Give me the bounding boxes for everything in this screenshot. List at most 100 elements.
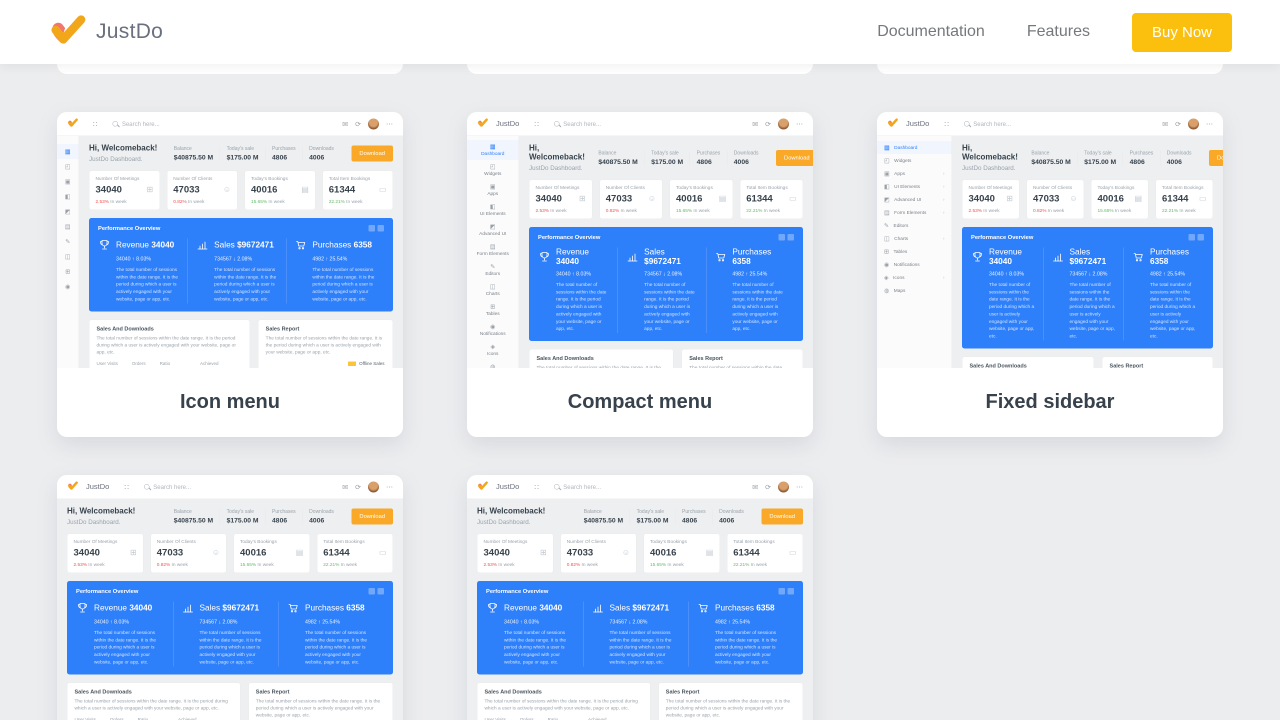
- form-elements-icon: ▤: [884, 209, 890, 216]
- brand-name: JustDo: [96, 20, 164, 43]
- cropped-card: [877, 64, 1223, 74]
- performance-title: Performance Overview: [486, 588, 549, 595]
- performance-metric-revenue: Revenue 34040 34040 ↑ 8.03% The total numb…: [76, 602, 173, 667]
- nav-features[interactable]: Features: [1026, 23, 1090, 40]
- card-icon-menu[interactable]: JustDo ∷ Search here... ✉ ⟳ ⋯ ▦Dashboard…: [57, 112, 403, 437]
- quickstat-label: Balance: [173, 508, 192, 515]
- metric-description: The total number of sessions within the …: [312, 267, 375, 302]
- card-label: Compact menu: [567, 391, 713, 413]
- sales-downloads-stats: User Visits12.3k Orders14k Ratio71.56% Achi…: [485, 717, 643, 720]
- stat-value: 61344: [746, 193, 773, 205]
- card-fixed-sidebar[interactable]: JustDo ∷ Search here... ✉ ⟳ ⋯ ▦ Dashboard…: [877, 112, 1223, 437]
- metric-title: Revenue 34040: [556, 247, 590, 267]
- metric-description: The total number of sessions within the …: [556, 282, 607, 332]
- stat-label: Number Of Clients: [173, 176, 213, 182]
- chevron-right-icon: ›: [943, 275, 945, 280]
- sidebar-item-form-elements: ▤ Form Elements ›: [877, 206, 952, 219]
- quickstat: Today's sale $175.00 M: [219, 508, 265, 524]
- stat-label: Today's Bookings: [650, 539, 687, 545]
- form-elements-icon: ▤: [64, 223, 71, 230]
- stat-value: 47033: [156, 547, 184, 559]
- sidebar-item-dashboard: ▦Dashboard: [467, 140, 519, 160]
- welcome-subtitle: JustDo Dashboard.: [67, 518, 121, 526]
- mini-stat-card: Total Item Bookings 61344 ▭ 22.21% In week: [316, 533, 393, 573]
- sidebar-item-widgets: ◰Widgets: [467, 160, 519, 180]
- stat-value: 61344: [733, 547, 760, 559]
- sales-downloads-title: Sales And Downloads: [536, 355, 594, 362]
- performance-metric-revenue: Revenue 34040 34040 ↑ 8.03% The total numb…: [971, 248, 1043, 341]
- performance-metric-revenue: Revenue 34040 34040 ↑ 8.03% The total numb…: [486, 602, 583, 667]
- download-button: Download: [351, 145, 393, 162]
- mini-main: Hi, Welcomeback! JustDo Dashboard. Balan…: [467, 499, 813, 720]
- card-horizontal-menu-1[interactable]: JustDo ∷ Search here... ✉ ⟳ ⋯ Hi, Welcom…: [57, 475, 403, 720]
- trophy-icon: [971, 251, 984, 264]
- grid-icon: ∷: [534, 482, 539, 491]
- sidebar-item-notifications: ◉Notifications: [57, 279, 79, 294]
- quickstat-value: $40875.50 M: [173, 516, 214, 524]
- card-compact-menu[interactable]: JustDo ∷ Search here... ✉ ⟳ ⋯ ▦ Dashboard…: [467, 112, 813, 437]
- charts-icon: ◫: [64, 253, 71, 260]
- metric-title: Revenue 34040: [989, 247, 1023, 267]
- sidebar-item-label: Form Elements: [894, 209, 927, 216]
- dashboard-preview: JustDo ∷ Search here... ✉ ⟳ ⋯ Hi, Welcom…: [57, 475, 403, 720]
- ui-elements-icon: ◧: [489, 203, 496, 210]
- panel-action-icon: [377, 588, 384, 595]
- quickstat-value: $175.00 M: [226, 516, 259, 524]
- quickstat: Today's sale $175.00 M: [629, 508, 675, 524]
- nav-documentation[interactable]: Documentation: [877, 23, 985, 40]
- mini-stat-card: Number Of Meetings 34040 ⊞ 2.53% In week: [529, 179, 593, 219]
- cart-icon: [294, 239, 307, 252]
- sales-report-card: Sales Report The total number of session…: [681, 349, 803, 368]
- welcome-title: Hi, Welcomeback!: [477, 507, 546, 516]
- metric-delta: 34040 ↑ 8.03%: [556, 271, 592, 277]
- mini-sidebar: ▦Dashboard◰Widgets▣Apps›◧UI Elements›◩Ad…: [467, 136, 519, 368]
- chevron-right-icon: ›: [943, 171, 945, 176]
- performance-metric-sales: Sales $9672471 734567 ↓ 2.08% The total nu…: [617, 247, 706, 334]
- sidebar-item-maps: ◍Maps: [877, 284, 952, 297]
- quickstat-label: Balance: [173, 145, 192, 152]
- welcome-block: Hi, Welcomeback! JustDo Dashboard.: [477, 507, 545, 526]
- sd-stat: User Visits12.3k: [75, 717, 96, 720]
- metric-description: The total number of sessions within the …: [1069, 282, 1115, 340]
- quickstat-label: Today's sale: [226, 508, 255, 515]
- sd-stat: User Visits12.3k: [485, 717, 506, 720]
- stat-value: 40016: [1097, 193, 1124, 205]
- stat-label: Today's Bookings: [676, 185, 713, 191]
- stat-delta: 15.65% In week: [650, 562, 684, 568]
- bar-chart-icon: [196, 239, 209, 252]
- panel-action-icon: [787, 588, 794, 595]
- form-elements-icon: ▤: [489, 243, 496, 250]
- stat-value: 40016: [251, 184, 278, 196]
- bar-chart-icon: [1052, 251, 1065, 264]
- mini-stat-card: Number Of Clients 47033 ☺ 0.82% In week: [166, 170, 238, 210]
- metric-title: Revenue 34040: [504, 603, 563, 613]
- quickstat-label: Today's sale: [651, 150, 679, 156]
- quickstat-label: Purchases: [682, 508, 706, 515]
- notifications-icon: ◉: [65, 283, 71, 290]
- cart-icon: [1132, 251, 1145, 264]
- search-placeholder: Search here...: [153, 483, 191, 491]
- sidebar-item-advanced-ui: ◩Advanced UI›: [467, 220, 519, 240]
- stat-label: Number Of Clients: [566, 539, 606, 545]
- stat-cards-row: Number Of Meetings 34040 ⊞ 2.53% In week Num…: [477, 533, 803, 573]
- performance-overview-panel: Performance Overview Revenue 34040 34040 …: [477, 581, 803, 675]
- mini-main: Hi, Welcomeback! JustDo Dashboard. Balan…: [57, 499, 403, 720]
- calendar-icon: ⊞: [130, 548, 137, 557]
- stat-value: 40016: [676, 193, 703, 205]
- sidebar-item-label: Dashboard: [481, 151, 505, 157]
- brand-logo[interactable]: JustDo: [48, 14, 163, 51]
- sidebar-item-editors: ✎Editors: [57, 234, 79, 249]
- stat-label: Total Item Bookings: [323, 539, 365, 545]
- mini-stat-card: Total Item Bookings 61344 ▭ 22.21% In week: [739, 179, 803, 219]
- apps-icon: ▣: [489, 183, 496, 190]
- card-horizontal-menu-2[interactable]: JustDo ∷ Search here... ✉ ⟳ ⋯ Hi, Welcom…: [467, 475, 813, 720]
- sales-report-title: Sales Report: [265, 325, 300, 332]
- quickstat-label: Downloads: [719, 508, 744, 515]
- buy-now-button[interactable]: Buy Now: [1131, 12, 1232, 52]
- sidebar-item-label: Editors: [485, 271, 501, 277]
- sidebar-item-label: Form Elements: [476, 251, 509, 257]
- mini-stat-card: Number Of Meetings 34040 ⊞ 2.53% In week: [67, 533, 144, 573]
- download-button: Download: [776, 149, 813, 166]
- stat-label: Today's Bookings: [251, 176, 288, 182]
